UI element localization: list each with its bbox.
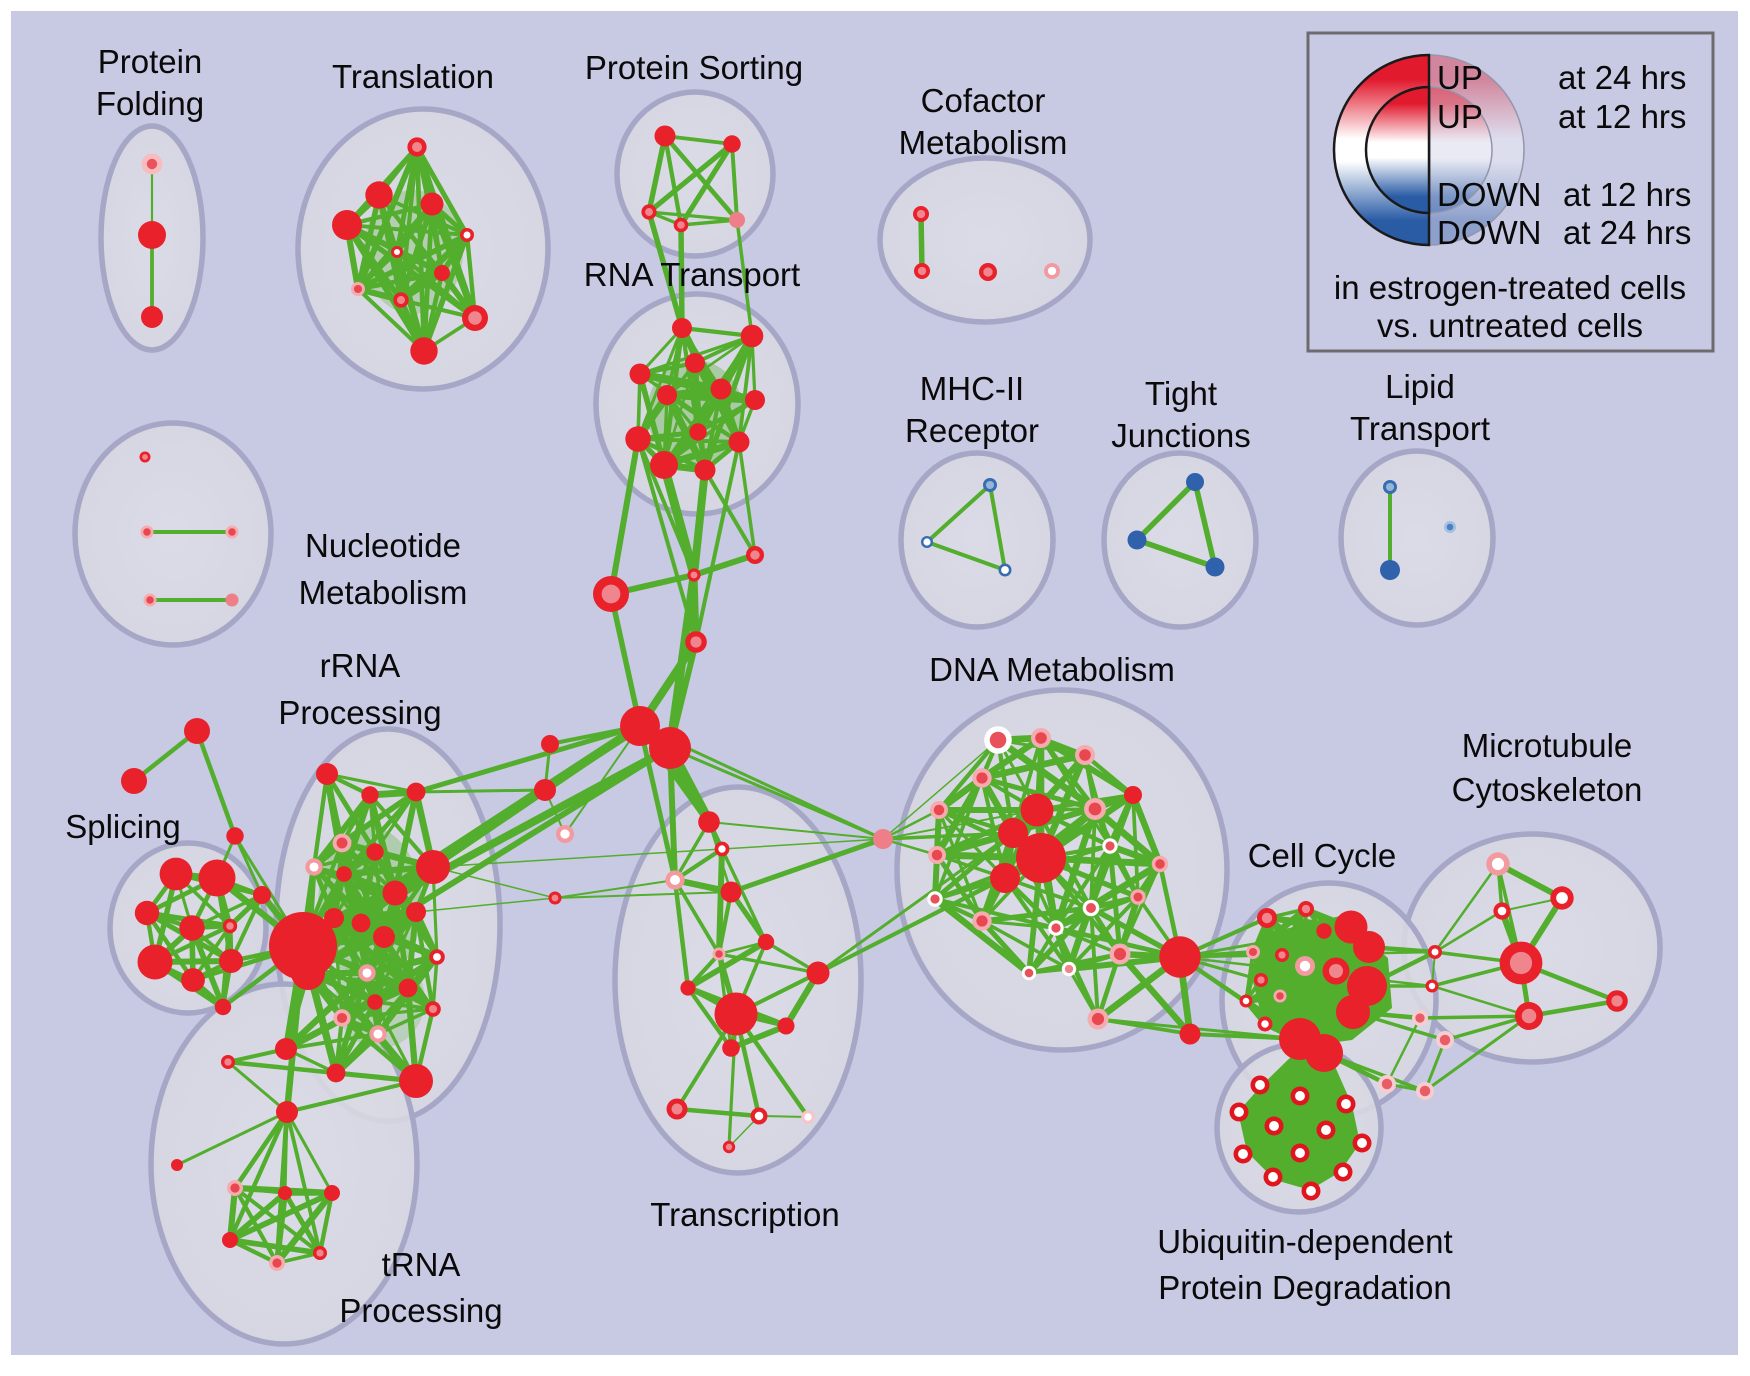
svg-text:Lipid: Lipid (1385, 368, 1455, 405)
svg-text:Transport: Transport (1350, 410, 1490, 447)
svg-text:vs. untreated cells: vs. untreated cells (1377, 307, 1643, 344)
svg-text:at 24 hrs: at 24 hrs (1563, 214, 1691, 251)
svg-text:Folding: Folding (96, 85, 204, 122)
svg-text:DNA Metabolism: DNA Metabolism (929, 651, 1175, 688)
svg-text:Splicing: Splicing (65, 808, 181, 845)
svg-text:Junctions: Junctions (1111, 417, 1250, 454)
svg-text:Transcription: Transcription (650, 1196, 840, 1233)
svg-text:Protein Degradation: Protein Degradation (1158, 1269, 1452, 1306)
svg-text:Cofactor: Cofactor (921, 82, 1046, 119)
svg-text:Ubiquitin-dependent: Ubiquitin-dependent (1157, 1223, 1452, 1260)
svg-text:RNA Transport: RNA Transport (584, 256, 800, 293)
svg-text:DOWN: DOWN (1437, 214, 1541, 251)
svg-text:Cytoskeleton: Cytoskeleton (1452, 771, 1643, 808)
svg-text:Tight: Tight (1145, 375, 1217, 412)
svg-text:at 12 hrs: at 12 hrs (1563, 176, 1691, 213)
svg-text:Nucleotide: Nucleotide (305, 527, 461, 564)
svg-text:Receptor: Receptor (905, 412, 1039, 449)
svg-text:Processing: Processing (339, 1292, 502, 1329)
svg-text:at 12 hrs: at 12 hrs (1558, 98, 1686, 135)
svg-text:MHC-II: MHC-II (920, 370, 1024, 407)
svg-text:at 24 hrs: at 24 hrs (1558, 59, 1686, 96)
svg-text:Metabolism: Metabolism (299, 574, 468, 611)
svg-text:Protein Sorting: Protein Sorting (585, 49, 803, 86)
svg-text:tRNA: tRNA (382, 1246, 461, 1283)
svg-text:Microtubule: Microtubule (1462, 727, 1633, 764)
svg-text:UP: UP (1437, 98, 1483, 135)
svg-text:Metabolism: Metabolism (899, 124, 1068, 161)
svg-text:UP: UP (1437, 59, 1483, 96)
svg-text:rRNA: rRNA (320, 647, 401, 684)
svg-text:Protein: Protein (98, 43, 203, 80)
svg-text:Cell Cycle: Cell Cycle (1248, 837, 1397, 874)
svg-text:Translation: Translation (332, 58, 494, 95)
svg-text:in estrogen-treated cells: in estrogen-treated cells (1334, 269, 1686, 306)
svg-text:Processing: Processing (278, 694, 441, 731)
svg-text:DOWN: DOWN (1437, 176, 1541, 213)
